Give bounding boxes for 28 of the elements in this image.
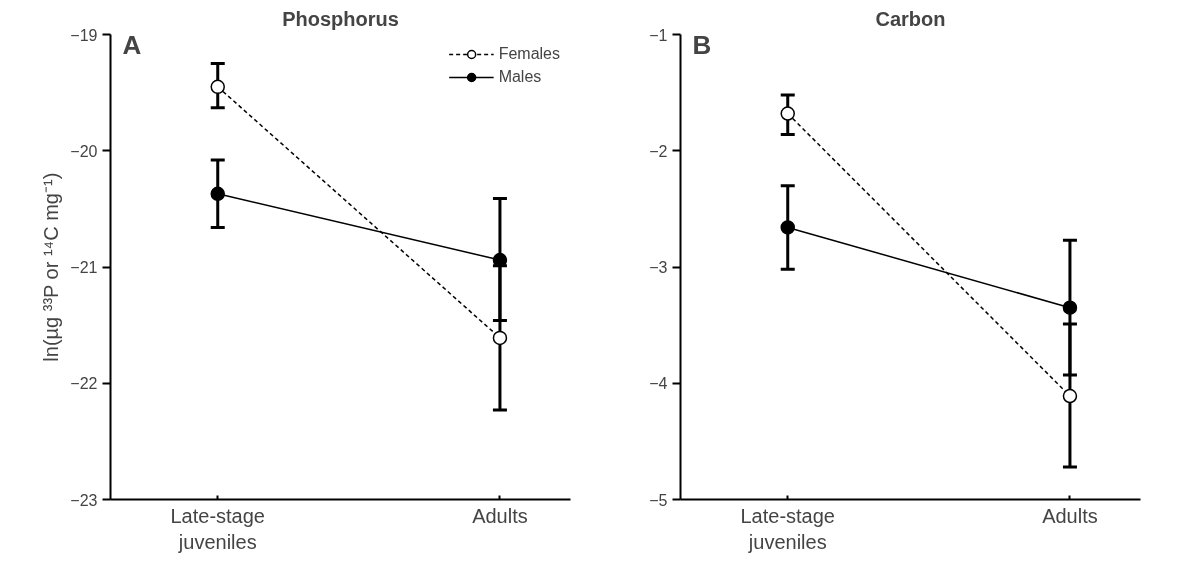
point bbox=[210, 79, 225, 95]
y-tick-label: −4 bbox=[649, 375, 668, 393]
point bbox=[1062, 388, 1078, 404]
y-tick-label: −2 bbox=[649, 142, 668, 160]
point bbox=[780, 220, 795, 235]
legend-label: Females bbox=[498, 45, 560, 63]
y-tick-label: −19 bbox=[70, 26, 98, 44]
y-tick-label: −5 bbox=[649, 491, 668, 509]
x-tick-label: Adults bbox=[472, 504, 528, 527]
y-tick-label: −1 bbox=[649, 26, 668, 44]
legend-label: Males bbox=[498, 68, 542, 86]
annotation: A bbox=[122, 29, 142, 60]
y-tick-label: −21 bbox=[70, 259, 98, 276]
x-tick-label: Adults bbox=[1042, 504, 1098, 527]
chart-title: Carbon bbox=[875, 7, 946, 30]
x-tick-label: Late-stage juveniles bbox=[740, 504, 835, 553]
annotation: B bbox=[692, 29, 712, 60]
chart-title: Phosphorus bbox=[282, 7, 399, 30]
y-axis-title: ln(µg ³³P or ¹⁴C mg⁻¹) bbox=[40, 172, 63, 362]
y-tick-label: −3 bbox=[649, 259, 668, 276]
point bbox=[780, 106, 795, 121]
y-tick-label: −20 bbox=[70, 142, 98, 160]
y-tick-label: −22 bbox=[70, 375, 98, 393]
x-tick-label: Late-stage juveniles bbox=[170, 504, 265, 553]
point bbox=[1062, 300, 1078, 315]
y-tick-label: −23 bbox=[70, 491, 98, 509]
point bbox=[210, 186, 225, 201]
point bbox=[492, 330, 508, 346]
